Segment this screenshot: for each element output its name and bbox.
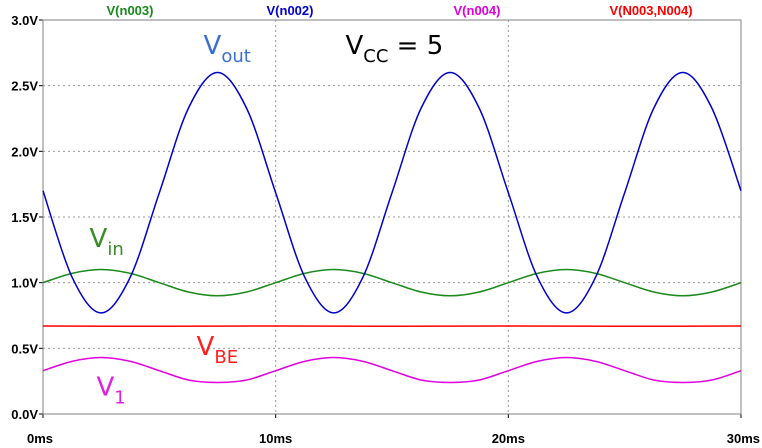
plot-frame	[42, 19, 742, 415]
plot-area	[43, 20, 741, 414]
y-tick-label: 1.0V	[11, 276, 38, 291]
annotation-label: VCC = 5	[345, 31, 443, 67]
y-tick-label: 0.0V	[11, 407, 38, 422]
y-tick-label: 2.5V	[11, 79, 38, 94]
series-line-v-n003	[42, 268, 742, 297]
annotation-label: V1	[97, 373, 126, 409]
x-tick-label: 0ms	[27, 431, 53, 446]
y-tick-label: 2.0V	[11, 144, 38, 159]
series-line-v-n004	[42, 356, 742, 384]
annotation-label: Vin	[90, 224, 124, 260]
legend: V(n003) V(n002) V(n004) V(N003,N004)	[107, 3, 693, 18]
series-line-v-n002	[42, 71, 742, 314]
series-group	[42, 71, 742, 384]
y-tick-label: 3.0V	[11, 13, 38, 28]
legend-label: V(n002)	[267, 3, 314, 18]
x-tick-label: 10ms	[259, 431, 292, 446]
x-tick-label: 20ms	[492, 431, 525, 446]
legend-label: V(N003,N004)	[609, 3, 692, 18]
legend-label: V(n003)	[107, 3, 154, 18]
x-tick-label: 30ms	[727, 431, 760, 446]
annotations: Vout VCC = 5 Vin VBE V1	[90, 31, 444, 408]
y-tick-label: 0.5V	[11, 341, 38, 356]
axes: 0.0V 0.5V 1.0V 1.5V 2.0V 2.5V 3.0V 0ms 10ms 20ms 3…	[11, 13, 760, 446]
y-tick-label: 1.5V	[11, 210, 38, 225]
annotation-label: VBE	[197, 332, 239, 368]
legend-label: V(n004)	[454, 3, 501, 18]
annotation-label: Vout	[204, 31, 251, 67]
